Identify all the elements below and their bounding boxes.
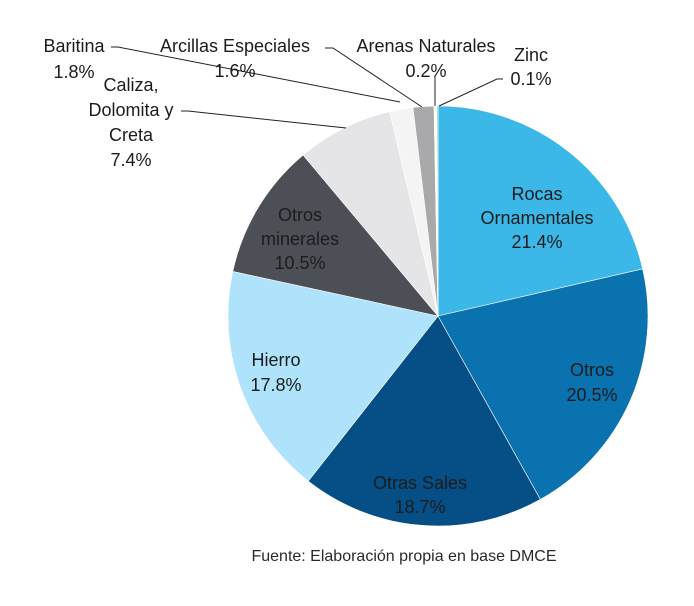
svg-text:Ornamentales: Ornamentales [480, 208, 593, 228]
svg-text:Hierro: Hierro [251, 350, 300, 370]
svg-text:21.4%: 21.4% [511, 232, 562, 252]
label-zinc: Zinc 0.1% [510, 45, 551, 89]
pie-slices [227, 105, 649, 527]
label-arenas: Arenas Naturales 0.2% [356, 36, 495, 81]
svg-text:0.2%: 0.2% [405, 61, 446, 81]
svg-text:1.8%: 1.8% [53, 62, 94, 82]
slice-label-otros-minerales: Otros minerales 10.5% [261, 205, 339, 273]
label-baritina: Baritina 1.8% [43, 36, 105, 82]
svg-text:Baritina: Baritina [43, 36, 105, 56]
label-caliza: Caliza, Dolomita y Creta 7.4% [88, 75, 173, 170]
pie-slice-caliza-dolomita-y-creta [302, 111, 439, 317]
svg-text:Otras Sales: Otras Sales [373, 473, 467, 493]
slice-label-hierro: Hierro 17.8% [250, 350, 301, 395]
svg-text:Caliza,: Caliza, [103, 75, 158, 95]
pie-slice-rocas-ornamentales [437, 105, 644, 317]
leader-arcillas [325, 47, 423, 108]
svg-text:minerales: minerales [261, 229, 339, 249]
svg-text:0.1%: 0.1% [510, 69, 551, 89]
svg-text:Otros: Otros [570, 360, 614, 380]
svg-text:Zinc: Zinc [514, 45, 548, 65]
leader-caliza [181, 110, 347, 129]
svg-text:Dolomita y: Dolomita y [88, 100, 173, 120]
svg-text:18.7%: 18.7% [394, 497, 445, 517]
svg-text:Rocas: Rocas [511, 184, 562, 204]
svg-text:17.8%: 17.8% [250, 375, 301, 395]
pie-slice-otras-sales [307, 315, 541, 527]
svg-text:1.6%: 1.6% [214, 61, 255, 81]
slice-label-otras-sales: Otras Sales 18.7% [373, 473, 467, 517]
pie-slice-zinc [436, 105, 439, 317]
slice-label-otros: Otros 20.5% [566, 360, 617, 405]
svg-text:7.4%: 7.4% [110, 150, 151, 170]
leader-baritina [111, 46, 401, 103]
svg-text:Arcillas Especiales: Arcillas Especiales [160, 36, 310, 56]
pie-slice-otros-minerales [232, 154, 439, 317]
leader-lines [111, 46, 503, 129]
svg-text:Otros: Otros [278, 205, 322, 225]
svg-text:Creta: Creta [109, 125, 154, 145]
slice-label-rocas: Rocas Ornamentales 21.4% [480, 184, 593, 252]
pie-slice-hierro [227, 271, 439, 482]
pie-slice-otros [437, 268, 649, 500]
svg-text:Arenas Naturales: Arenas Naturales [356, 36, 495, 56]
leader-zinc [438, 78, 503, 107]
svg-text:20.5%: 20.5% [566, 385, 617, 405]
svg-text:10.5%: 10.5% [274, 253, 325, 273]
source-note: Fuente: Elaboración propia en base DMCE [251, 548, 556, 565]
label-arcillas: Arcillas Especiales 1.6% [160, 36, 310, 81]
